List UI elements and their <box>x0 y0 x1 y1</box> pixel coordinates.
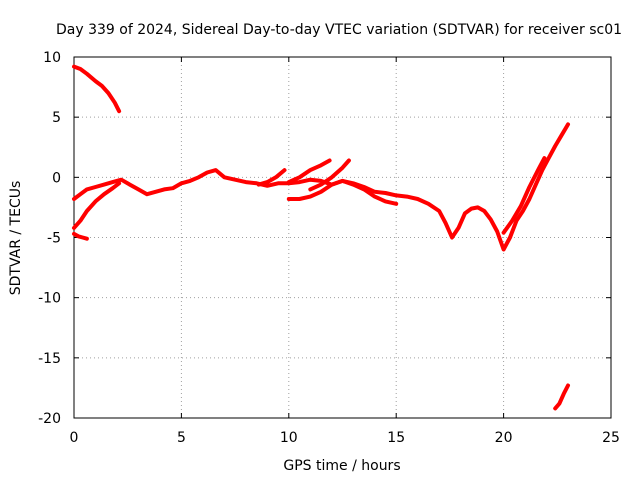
series-arc-offset-1 <box>286 178 399 206</box>
series-arc-offset-2 <box>256 168 287 187</box>
series-arc-offset-4 <box>308 158 351 192</box>
y-tick-label: 10 <box>43 50 61 66</box>
grid-lines <box>74 57 611 418</box>
x-axis-label: GPS time / hours <box>283 458 400 474</box>
series-arc-early-high <box>72 64 122 114</box>
data-series <box>72 64 570 411</box>
series-arc-offset-3 <box>286 158 332 185</box>
series-arc-late-secondary <box>501 156 547 235</box>
x-tick-label: 20 <box>495 430 513 446</box>
series-arc-lower-branch <box>72 181 122 230</box>
y-tick-label: -15 <box>38 351 61 367</box>
x-tick-label: 15 <box>387 430 405 446</box>
y-tick-label: 5 <box>52 110 61 126</box>
chart-title: Day 339 of 2024, Sidereal Day-to-day VTE… <box>56 22 622 38</box>
x-tick-label: 0 <box>70 430 79 446</box>
tick-labels: 0 5 10 15 20 25 10 5 0 -5 -10 -15 -20 <box>38 50 620 446</box>
series-arc-main <box>72 122 570 252</box>
x-tick-label: 5 <box>177 430 186 446</box>
axis-ticks <box>73 56 612 419</box>
y-tick-label: 0 <box>52 170 61 186</box>
y-tick-label: -10 <box>38 291 61 307</box>
series-arc-early-short <box>72 231 89 241</box>
series-arc-late-low <box>553 383 570 411</box>
x-tick-label: 10 <box>280 430 298 446</box>
y-tick-label: -5 <box>47 231 61 247</box>
y-tick-label: -20 <box>38 411 61 427</box>
x-tick-label: 25 <box>602 430 620 446</box>
y-axis-label: SDTVAR / TECUs <box>8 181 24 296</box>
